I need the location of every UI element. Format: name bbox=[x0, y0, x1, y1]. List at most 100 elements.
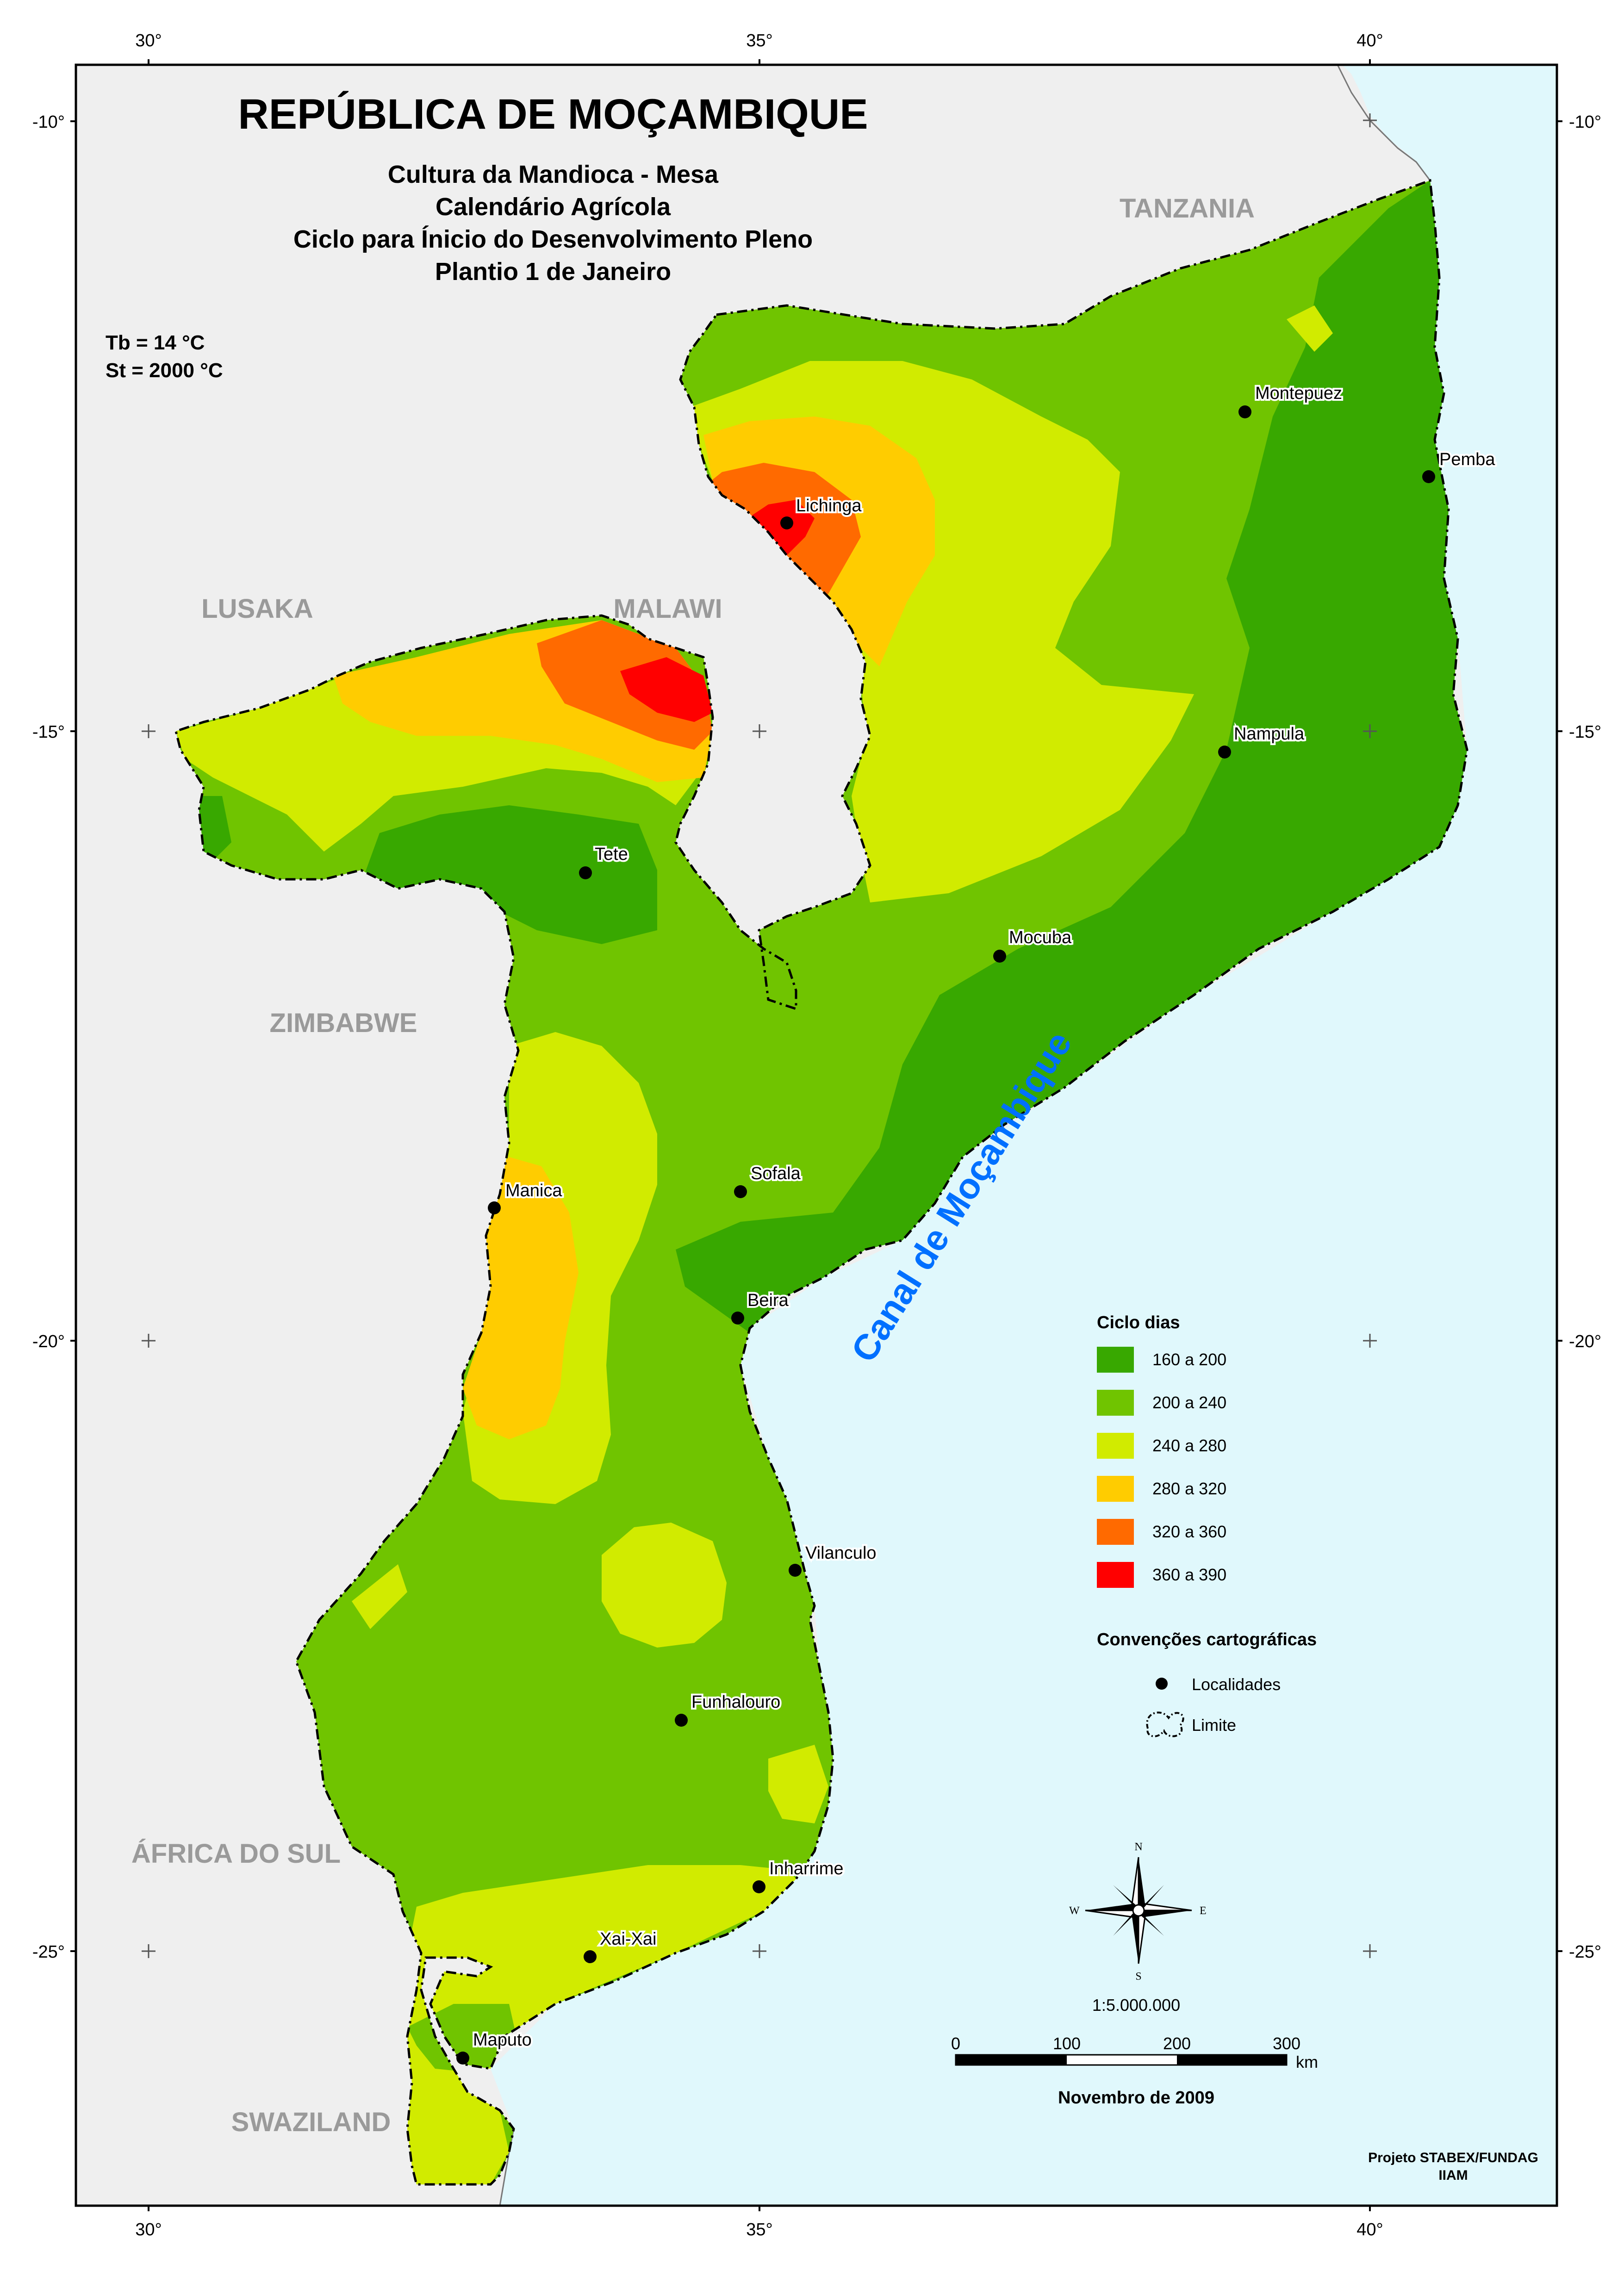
city-dot-funhalouro bbox=[675, 1714, 688, 1727]
localities-label: Localidades bbox=[1192, 1675, 1281, 1694]
country-label-malawi: MALAWI bbox=[613, 594, 722, 624]
zone-240-280-sw bbox=[352, 1564, 407, 1629]
lat-tick-left-1: -10° bbox=[32, 112, 65, 132]
country-label-swaziland: SWAZILAND bbox=[231, 2107, 391, 2137]
city-dot-lichinga bbox=[780, 516, 793, 529]
lat-tick-right-3: -20° bbox=[1569, 1332, 1601, 1351]
city-label-nampula: Nampula bbox=[1234, 724, 1305, 744]
legend-swatch-6 bbox=[1097, 1562, 1134, 1588]
city-dot-montepuez bbox=[1238, 405, 1251, 418]
compass-rose: N S E W bbox=[1069, 1841, 1207, 1983]
city-dot-maputo bbox=[456, 2052, 469, 2065]
compass-e: E bbox=[1200, 1905, 1207, 1917]
scale-label-300: 300 bbox=[1273, 2034, 1300, 2053]
city-label-xai-xai: Xai-Xai bbox=[600, 1929, 657, 1949]
compass-n: N bbox=[1134, 1841, 1142, 1853]
scale-label-0: 0 bbox=[951, 2034, 960, 2053]
city-markers: Montepuez Pemba Lichinga Nampula Tete Mo… bbox=[456, 382, 1497, 2065]
zone-240-280-south bbox=[407, 1865, 796, 2184]
city-dot-mocuba bbox=[993, 950, 1006, 963]
map-date: Novembro de 2009 bbox=[1058, 2088, 1214, 2108]
zone-240-280-south-oval bbox=[602, 1523, 727, 1648]
compass-w: W bbox=[1069, 1905, 1080, 1917]
city-label-inharrime: Inharrime bbox=[769, 1859, 844, 1878]
credits-line-1: Projeto STABEX/FUNDAG bbox=[1368, 2150, 1538, 2165]
legend-label-2: 200 a 240 bbox=[1152, 1393, 1226, 1412]
lon-tick-top-2: 35° bbox=[746, 31, 772, 50]
subtitle-line-1: Cultura da Mandioca - Mesa bbox=[388, 161, 719, 188]
city-dot-sofala bbox=[734, 1185, 747, 1198]
legend-label-4: 280 a 320 bbox=[1152, 1479, 1226, 1498]
city-label-beira: Beira bbox=[747, 1291, 789, 1310]
subtitle-line-2: Calendário Agrícola bbox=[436, 193, 671, 221]
subtitle-line-4: Plantio 1 de Janeiro bbox=[435, 258, 671, 286]
country-boundary bbox=[174, 179, 1468, 2186]
subtitle-line-3: Ciclo para Ínicio do Desenvolvimento Ple… bbox=[293, 225, 813, 253]
lat-tick-right-1: -10° bbox=[1569, 112, 1601, 132]
city-label-funhalouro: Funhalouro bbox=[691, 1692, 780, 1712]
legend-label-5: 320 a 360 bbox=[1152, 1522, 1226, 1541]
credits-line-2: IIAM bbox=[1438, 2168, 1468, 2183]
lat-tick-right-4: -25° bbox=[1569, 1942, 1601, 1962]
map-frame bbox=[75, 63, 1558, 2207]
zone-280-320-manica bbox=[463, 1157, 579, 1439]
city-dot-xai-xai bbox=[584, 1950, 597, 1963]
lon-tick-bottom-3: 40° bbox=[1356, 2220, 1383, 2239]
coastline-north bbox=[1337, 65, 1431, 181]
city-label-manica: Manica bbox=[505, 1181, 562, 1200]
lon-tick-top-1: 30° bbox=[135, 31, 162, 50]
zone-160-200-tete bbox=[361, 805, 657, 944]
country-label-south-africa: ÁFRICA DO SUL bbox=[131, 1839, 341, 1869]
legend: Ciclo dias 160 a 200 200 a 240 240 a 280… bbox=[1097, 1313, 1317, 1737]
city-label-vilanculo: Vilanculo bbox=[805, 1543, 877, 1563]
lon-tick-top-3: 40° bbox=[1356, 31, 1383, 50]
city-dot-pemba bbox=[1422, 470, 1435, 483]
country-label-zimbabwe: ZIMBABWE bbox=[270, 1008, 417, 1038]
boundary-label: Limite bbox=[1192, 1716, 1236, 1735]
city-label-maputo: Maputo bbox=[473, 2030, 532, 2050]
city-label-sofala: Sofala bbox=[751, 1164, 801, 1183]
lat-tick-left-3: -20° bbox=[32, 1332, 65, 1351]
legend-swatch-5 bbox=[1097, 1519, 1134, 1545]
scale-ratio: 1:5.000.000 bbox=[1092, 1996, 1180, 2015]
city-dot-inharrime bbox=[753, 1880, 765, 1893]
legend-swatch-1 bbox=[1097, 1347, 1134, 1373]
legend-swatch-4 bbox=[1097, 1476, 1134, 1502]
legend-label-1: 160 a 200 bbox=[1152, 1350, 1226, 1369]
city-label-mocuba: Mocuba bbox=[1009, 928, 1072, 947]
lat-tick-left-4: -25° bbox=[32, 1942, 65, 1962]
zone-160-200-west bbox=[194, 796, 231, 861]
param-st: St = 2000 °C bbox=[106, 359, 223, 382]
legend-title: Ciclo dias bbox=[1097, 1313, 1180, 1332]
scale-unit: km bbox=[1296, 2052, 1318, 2071]
scale-label-200: 200 bbox=[1163, 2034, 1191, 2053]
zone-240-280-ne bbox=[1287, 305, 1333, 352]
boundary-symbol bbox=[1146, 1711, 1184, 1737]
zone-160-200-coast bbox=[676, 180, 1467, 1333]
zone-320-360-west bbox=[537, 620, 713, 750]
city-label-montepuez: Montepuez bbox=[1255, 384, 1342, 403]
lat-tick-right-2: -15° bbox=[1569, 722, 1601, 742]
legend-swatch-2 bbox=[1097, 1390, 1134, 1416]
scale-bar: 1:5.000.000 0 100 200 300 km Novembro de… bbox=[951, 1996, 1318, 2108]
city-label-tete: Tete bbox=[595, 845, 628, 864]
map-title: REPÚBLICA DE MOÇAMBIQUE bbox=[238, 90, 868, 138]
sea bbox=[491, 65, 1557, 2206]
city-dot-tete bbox=[579, 866, 592, 879]
legend-swatch-3 bbox=[1097, 1433, 1134, 1459]
city-dot-beira bbox=[731, 1312, 744, 1325]
city-dot-nampula bbox=[1218, 746, 1231, 759]
city-dot-vilanculo bbox=[789, 1564, 802, 1577]
param-tb: Tb = 14 °C bbox=[106, 331, 205, 354]
compass-s: S bbox=[1135, 1971, 1141, 1983]
lon-tick-bottom-2: 35° bbox=[746, 2220, 772, 2239]
city-label-pemba: Pemba bbox=[1439, 450, 1495, 469]
legend-label-6: 360 a 390 bbox=[1152, 1565, 1226, 1584]
lat-tick-left-2: -15° bbox=[32, 722, 65, 742]
scale-label-100: 100 bbox=[1053, 2034, 1081, 2053]
city-label-lichinga: Lichinga bbox=[796, 496, 862, 516]
conventions-title: Convenções cartográficas bbox=[1097, 1630, 1317, 1649]
lon-tick-bottom-1: 30° bbox=[135, 2220, 162, 2239]
country-label-tanzania: TANZANIA bbox=[1120, 193, 1255, 224]
localities-symbol bbox=[1156, 1678, 1168, 1690]
